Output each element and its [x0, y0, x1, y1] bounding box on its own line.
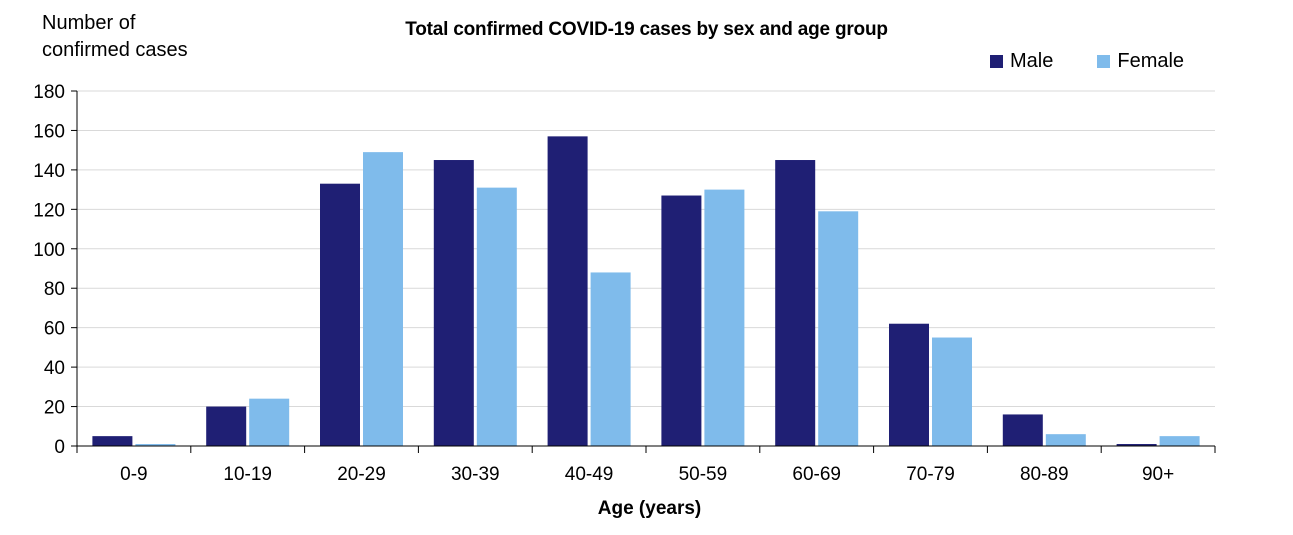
bar-male-50-59 [661, 195, 702, 446]
chart-title-text: Total confirmed COVID-19 cases by sex an… [405, 19, 888, 40]
bar-female-40-49 [590, 272, 631, 446]
bar-female-0-9 [135, 444, 176, 446]
x-tick-label: 0-9 [120, 464, 147, 485]
y-tick-label: 40 [44, 358, 65, 379]
x-tick-label: 60-69 [792, 464, 841, 485]
bar-female-30-39 [476, 187, 517, 446]
legend-item-female: Female [1097, 50, 1184, 73]
bar-male-80-89 [1002, 414, 1043, 446]
legend-label-male: Male [1010, 50, 1054, 72]
bar-male-70-79 [889, 323, 929, 446]
bar-male-40-49 [547, 136, 588, 446]
bar-female-10-19 [249, 398, 290, 446]
x-tick-label: 90+ [1142, 464, 1174, 485]
legend-item-male: Male [990, 50, 1053, 73]
bar-male-0-9 [92, 436, 133, 446]
x-tick-label: 10-19 [223, 464, 272, 485]
x-tick-label: 80-89 [1020, 464, 1069, 485]
y-axis-label-line-2: confirmed cases [42, 39, 188, 61]
bar-male-20-29 [320, 183, 360, 446]
legend-swatch-male [990, 55, 1003, 68]
x-axis-label-text: Age (years) [597, 498, 702, 519]
y-tick-label: 120 [33, 200, 65, 221]
y-axis-label: Number of confirmed cases [42, 10, 188, 64]
bar-female-60-69 [818, 211, 859, 446]
y-tick-label: 60 [44, 319, 65, 340]
legend-swatch-female [1097, 55, 1111, 68]
y-axis-label-line-1: Number of [42, 12, 136, 34]
x-tick-label: 30-39 [451, 464, 500, 485]
bar-female-90+ [1159, 436, 1200, 446]
bar-female-80-89 [1045, 434, 1086, 446]
y-tick-label: 160 [33, 121, 65, 142]
x-tick-label: 20-29 [337, 464, 386, 485]
legend-label-female: Female [1117, 50, 1185, 72]
x-tick-label: 50-59 [679, 464, 728, 485]
chart-title: Total confirmed COVID-19 cases by sex an… [0, 19, 1293, 41]
y-tick-label: 180 [33, 82, 65, 103]
bar-male-10-19 [206, 406, 247, 446]
x-tick-label: 40-49 [565, 464, 614, 485]
bar-female-50-59 [704, 189, 745, 446]
y-tick-label: 100 [33, 240, 65, 261]
legend: Male Female [990, 50, 1228, 73]
bar-female-20-29 [363, 152, 403, 446]
x-axis-label: Age (years) [0, 498, 1293, 520]
y-tick-label: 20 [44, 398, 65, 419]
bar-male-90+ [1116, 444, 1157, 446]
y-tick-label: 0 [54, 437, 65, 458]
y-tick-label: 140 [33, 161, 65, 182]
bar-female-70-79 [932, 337, 972, 446]
x-tick-label: 70-79 [906, 464, 955, 485]
bar-male-30-39 [433, 160, 474, 446]
y-tick-label: 80 [44, 279, 65, 300]
bar-male-60-69 [775, 160, 816, 446]
